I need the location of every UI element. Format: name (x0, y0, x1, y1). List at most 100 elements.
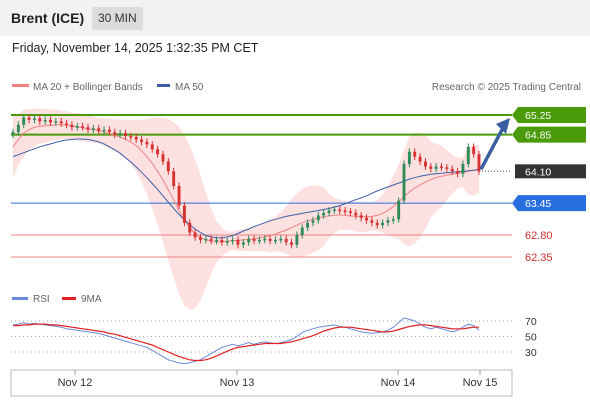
candle-body (220, 239, 224, 243)
candle (188, 219, 192, 236)
candle (75, 122, 79, 131)
candle-body (27, 117, 31, 120)
candle (252, 235, 256, 245)
candle-body (225, 241, 229, 243)
candle-body (397, 200, 401, 220)
candle (70, 121, 74, 131)
candle-body (22, 117, 26, 125)
pivot-tag (512, 195, 586, 212)
resistance-label: 65.25 (525, 110, 551, 122)
candle-body (209, 238, 213, 241)
candle (32, 115, 36, 124)
pivot-label: 63.45 (525, 198, 551, 210)
candle-body (311, 220, 315, 223)
candle (461, 160, 465, 178)
candle-body (306, 222, 310, 228)
candle-body (32, 118, 36, 120)
candle-body (413, 151, 417, 157)
rsi-tick-label: 50 (525, 332, 537, 344)
candle (65, 119, 69, 129)
candle (124, 129, 127, 140)
candle-body (129, 136, 133, 138)
candle (359, 211, 363, 222)
candle (348, 208, 352, 217)
candle-body (472, 146, 476, 155)
rsi-line (12, 317, 480, 365)
candle (429, 162, 433, 173)
candle (290, 238, 293, 249)
candle (386, 216, 390, 227)
candle-body (43, 119, 47, 122)
candle (22, 114, 26, 129)
candle-body (188, 222, 192, 233)
candle-body (450, 168, 454, 172)
resistance-label: 64.85 (525, 130, 551, 142)
candle-body (54, 121, 58, 123)
candle-body (440, 166, 443, 168)
ma50-legend-label: MA 50 (175, 82, 204, 93)
candle (54, 117, 58, 126)
candle (113, 128, 117, 139)
ma20-line (12, 124, 480, 243)
time-axis-box (10, 369, 513, 397)
candle (365, 214, 368, 224)
candle-body (300, 227, 304, 235)
candle (140, 136, 144, 146)
candle (263, 235, 267, 244)
rsi-tick-label: 30 (525, 347, 537, 359)
candle (204, 235, 208, 244)
candle (284, 235, 288, 246)
candle (97, 124, 101, 135)
candle-body (274, 239, 277, 242)
candle (161, 150, 165, 165)
candle (11, 128, 15, 139)
candle-body (118, 133, 122, 135)
ma20-legend-label: MA 20 + Bollinger Bands (33, 82, 143, 93)
last-price-label: 64.10 (525, 166, 551, 178)
candle-body (391, 219, 395, 221)
candle-body (86, 127, 90, 130)
candle-body (70, 124, 74, 128)
candle (27, 114, 31, 124)
candle-body (466, 146, 470, 164)
candle-body (322, 212, 326, 216)
candle-body (418, 156, 422, 162)
candle (118, 129, 122, 139)
candle (477, 150, 481, 175)
candle (316, 211, 320, 224)
candle-body (91, 128, 95, 130)
timeframe-button[interactable]: 30 MIN (92, 7, 143, 30)
candle-body (263, 238, 267, 241)
candle-body (252, 238, 256, 241)
candle (215, 236, 218, 245)
candle-body (75, 126, 79, 128)
candle (220, 236, 224, 246)
candle-body (124, 133, 127, 137)
candle (156, 145, 160, 158)
rsi-ma-legend-swatch (62, 297, 76, 300)
candle-body (348, 211, 352, 213)
resistance-tag (512, 107, 586, 123)
candle-body (461, 163, 465, 174)
candle-body (49, 119, 52, 123)
candle-body (81, 126, 85, 128)
candle (247, 235, 251, 246)
candle (16, 121, 20, 136)
candle-body (97, 128, 101, 132)
candle-body (429, 166, 433, 169)
candle (413, 148, 417, 161)
candle (134, 133, 138, 143)
candle (397, 197, 401, 223)
candle-body (156, 149, 160, 155)
candle-body (16, 124, 20, 133)
candle (129, 132, 133, 141)
candle (177, 182, 181, 210)
candle (343, 207, 347, 215)
candle-body (257, 239, 261, 242)
candle-body (343, 210, 347, 212)
candle-body (145, 141, 149, 145)
candle-body (279, 238, 283, 241)
candle-body (284, 238, 288, 243)
candle-body (199, 237, 202, 240)
